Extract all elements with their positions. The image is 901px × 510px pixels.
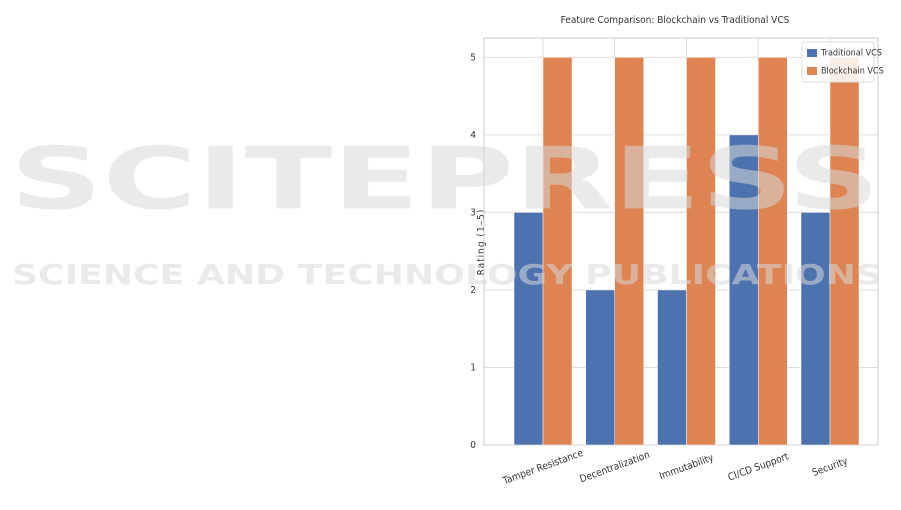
bar xyxy=(800,212,831,446)
y-tick-label: 4 xyxy=(470,130,476,141)
bar xyxy=(513,212,544,446)
watermark: SCITEPRESS xyxy=(10,129,880,229)
x-tick-label: Tamper Resistance xyxy=(501,448,585,488)
legend: Traditional VCS Blockchain VCS xyxy=(801,41,884,83)
chart-title: Feature Comparison: Blockchain vs Tradit… xyxy=(561,15,790,26)
legend-label: Blockchain VCS xyxy=(821,67,884,77)
watermark: SCIENCE AND TECHNOLOGY PUBLICATIONS xyxy=(12,258,882,291)
bar xyxy=(829,57,860,446)
legend-swatch xyxy=(807,49,817,57)
y-tick-label: 1 xyxy=(470,362,476,373)
legend-swatch xyxy=(807,67,817,75)
y-tick-label: 3 xyxy=(470,207,476,218)
bar xyxy=(686,57,716,446)
y-tick-label: 2 xyxy=(470,285,476,296)
y-axis-label: Rating (1–5) xyxy=(476,209,487,276)
bar xyxy=(729,134,759,446)
y-tick-label: 0 xyxy=(470,440,476,451)
x-tick-label: Immutability xyxy=(658,452,716,482)
bar xyxy=(758,57,788,446)
legend-box xyxy=(801,41,875,83)
y-tick-label: 5 xyxy=(470,52,476,63)
x-tick-label: Decentralization xyxy=(578,450,651,486)
bar xyxy=(585,289,615,446)
bar xyxy=(614,57,644,446)
legend-label: Traditional VCS xyxy=(820,49,882,59)
x-tick-label: Security xyxy=(811,456,850,479)
x-tick-label: CI/CD Support xyxy=(727,451,791,483)
bar xyxy=(542,57,573,446)
bar xyxy=(657,289,687,446)
